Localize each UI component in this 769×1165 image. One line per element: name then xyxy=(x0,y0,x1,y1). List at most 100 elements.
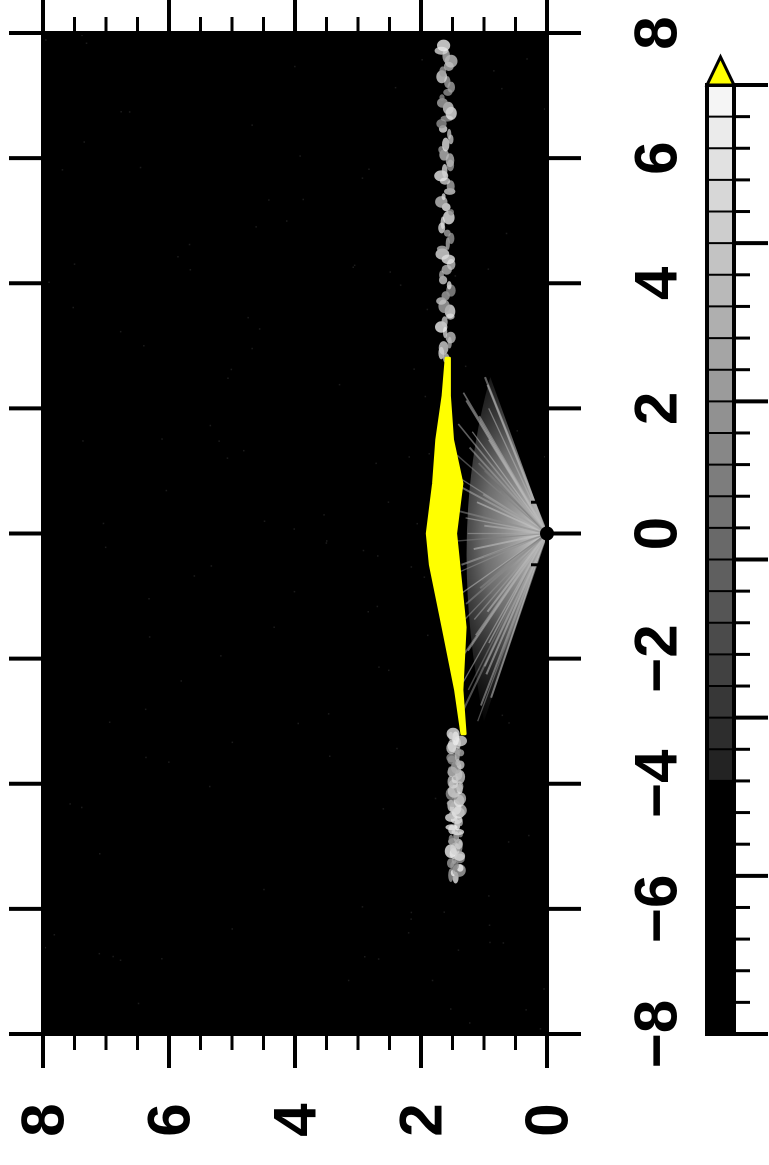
x-tick-label: −8 xyxy=(623,1000,690,1068)
noise-speck xyxy=(99,853,101,855)
colorbar-overflow-arrow xyxy=(704,53,737,87)
y-tick-label: 8 xyxy=(10,1103,77,1136)
noise-speck xyxy=(297,722,299,725)
noise-speck xyxy=(231,928,233,930)
noise-speck xyxy=(268,199,270,201)
noise-speck xyxy=(286,220,288,222)
noise-speck xyxy=(487,268,490,270)
fan-ray xyxy=(490,533,548,699)
noise-speck xyxy=(389,271,391,273)
noise-speck xyxy=(353,264,356,267)
noise-speck xyxy=(544,456,546,458)
fan-ray xyxy=(456,454,548,535)
fan-ray xyxy=(488,408,548,534)
colorbar-level xyxy=(707,622,734,655)
noise-speck xyxy=(81,34,83,37)
noise-speck xyxy=(410,918,412,920)
noise-speck xyxy=(505,232,508,235)
noise-speck xyxy=(378,666,380,668)
colorbar-level xyxy=(707,148,734,181)
noise-speck xyxy=(230,368,233,371)
noise-speck xyxy=(189,269,192,271)
colorbar-level xyxy=(707,907,734,940)
x-tick-label: 2 xyxy=(623,392,690,425)
noise-speck xyxy=(423,576,426,578)
colorbar-level xyxy=(707,559,734,592)
noise-speck xyxy=(108,721,111,723)
noise-speck xyxy=(143,345,145,347)
noise-speck xyxy=(454,275,457,277)
fan-ray xyxy=(454,509,548,535)
filament-blob xyxy=(436,245,448,252)
noise-speck xyxy=(119,959,122,961)
colorbar-level xyxy=(707,780,734,814)
noise-speck xyxy=(293,528,295,530)
colorbar-level xyxy=(707,496,734,529)
noise-speck xyxy=(144,708,147,711)
colorbar xyxy=(704,53,768,1036)
noise-speck xyxy=(424,395,427,398)
fan-ray xyxy=(453,532,548,542)
noise-speck xyxy=(293,590,296,593)
noise-speck xyxy=(165,489,168,492)
noise-speck xyxy=(81,806,83,809)
noise-speck xyxy=(347,979,350,982)
noise-speck xyxy=(45,39,47,41)
noise-speck xyxy=(209,424,212,427)
colorbar-level xyxy=(707,116,734,149)
gray-filaments xyxy=(434,39,467,884)
noise-speck xyxy=(188,243,191,246)
noise-speck xyxy=(450,1008,452,1010)
noise-speck xyxy=(104,546,107,549)
noise-speck xyxy=(323,514,325,516)
noise-speck xyxy=(210,565,213,567)
noise-speck xyxy=(428,453,430,455)
noise-speck xyxy=(338,383,341,386)
noise-speck xyxy=(543,108,546,110)
filament-blob xyxy=(447,128,452,140)
noise-speck xyxy=(263,888,265,891)
fan-ray xyxy=(479,532,548,590)
noise-speck xyxy=(218,440,220,442)
noise-speck xyxy=(72,306,74,309)
noise-speck xyxy=(410,911,413,914)
colorbar-level xyxy=(707,812,734,845)
noise-speck xyxy=(325,542,328,544)
noise-speck xyxy=(501,87,503,90)
y-tick-label: 2 xyxy=(388,1103,455,1136)
noise-speck xyxy=(434,797,437,800)
filament-blob xyxy=(437,98,448,108)
noise-speck xyxy=(488,924,491,926)
noise-speck xyxy=(377,555,379,557)
noise-speck xyxy=(294,65,296,68)
noise-speck xyxy=(53,934,56,936)
noise-speck xyxy=(161,438,163,440)
filament-blob xyxy=(448,209,454,216)
filament-blob xyxy=(446,281,452,290)
noise-speck xyxy=(329,755,331,757)
colorbar-level xyxy=(707,211,734,244)
fan-ray xyxy=(484,376,548,534)
noise-speck xyxy=(407,932,410,934)
fan-ray xyxy=(457,423,548,535)
noise-speck xyxy=(368,168,370,170)
noise-speck xyxy=(426,308,429,311)
noise-speck xyxy=(387,501,390,503)
noise-speck xyxy=(377,958,380,960)
noise-speck xyxy=(352,266,354,268)
noise-speck xyxy=(231,741,234,744)
noise-speck xyxy=(362,549,365,552)
noise-speck xyxy=(193,575,196,577)
noise-speck xyxy=(61,169,64,171)
colorbar-level xyxy=(707,527,734,560)
x-tick-label: −4 xyxy=(623,749,690,818)
y-tick-label: 0 xyxy=(514,1103,581,1136)
noise-speck xyxy=(367,611,369,613)
noise-speck xyxy=(416,522,418,525)
noise-speck xyxy=(543,988,545,990)
fan-ray xyxy=(462,392,548,534)
fan-ray xyxy=(468,446,548,535)
noise-speck xyxy=(128,111,131,113)
noise-speck xyxy=(148,636,151,638)
